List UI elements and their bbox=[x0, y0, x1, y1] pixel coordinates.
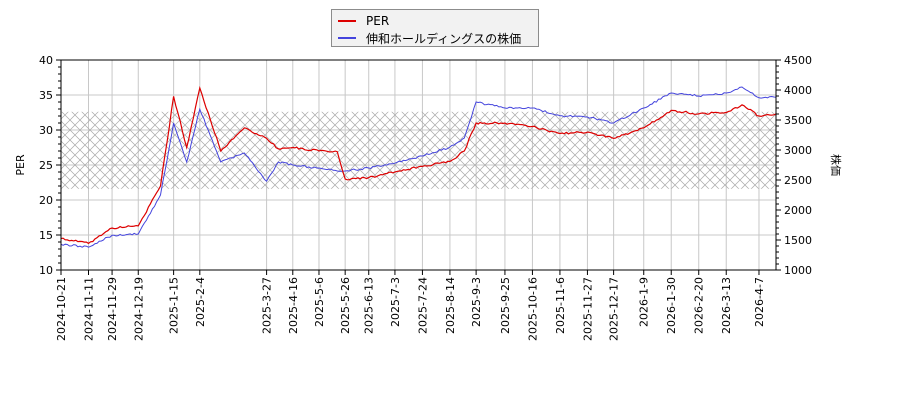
right-y-axis: 1000 1500 2000 2500 3000 3500 4000 4500 bbox=[776, 54, 812, 277]
svg-text:2025-3-27: 2025-3-27 bbox=[261, 277, 274, 334]
legend: PER 伸和ホールディングスの株価 bbox=[331, 9, 539, 47]
svg-text:2025-1-15: 2025-1-15 bbox=[168, 277, 181, 334]
svg-text:4000: 4000 bbox=[784, 84, 812, 97]
svg-text:2025-6-13: 2025-6-13 bbox=[363, 277, 376, 334]
shaded-band bbox=[61, 111, 776, 189]
svg-text:2024-10-21: 2024-10-21 bbox=[55, 277, 68, 341]
svg-text:3000: 3000 bbox=[784, 144, 812, 157]
svg-text:2025-10-16: 2025-10-16 bbox=[526, 277, 539, 341]
svg-text:1500: 1500 bbox=[784, 234, 812, 247]
svg-text:40: 40 bbox=[39, 54, 53, 67]
svg-text:2026-2-20: 2026-2-20 bbox=[693, 277, 706, 334]
svg-text:2026-3-13: 2026-3-13 bbox=[720, 277, 733, 334]
svg-text:2025-11-27: 2025-11-27 bbox=[581, 277, 594, 341]
svg-text:2025-2-4: 2025-2-4 bbox=[194, 277, 207, 327]
svg-text:2025-4-16: 2025-4-16 bbox=[287, 277, 300, 334]
svg-text:2025-5-26: 2025-5-26 bbox=[339, 277, 352, 334]
svg-text:30: 30 bbox=[39, 124, 53, 137]
svg-text:2026-1-9: 2026-1-9 bbox=[638, 277, 651, 327]
legend-swatch-per bbox=[338, 20, 356, 22]
price-line bbox=[61, 86, 776, 248]
per-line bbox=[61, 85, 776, 245]
left-y-axis: 10 15 20 25 30 35 40 bbox=[39, 54, 61, 277]
svg-text:20: 20 bbox=[39, 194, 53, 207]
svg-text:35: 35 bbox=[39, 89, 53, 102]
legend-label-price: 伸和ホールディングスの株価 bbox=[366, 31, 522, 46]
svg-text:2024-12-19: 2024-12-19 bbox=[132, 277, 145, 341]
svg-text:2025-5-6: 2025-5-6 bbox=[313, 277, 326, 327]
svg-text:2025-8-14: 2025-8-14 bbox=[444, 277, 457, 334]
svg-text:2026-1-30: 2026-1-30 bbox=[665, 277, 678, 334]
svg-text:4500: 4500 bbox=[784, 54, 812, 67]
svg-text:2025-7-3: 2025-7-3 bbox=[389, 277, 402, 327]
svg-text:1000: 1000 bbox=[784, 264, 812, 277]
x-axis: 2024-10-21 2024-11-11 2024-11-29 2024-12-19… bbox=[55, 270, 766, 341]
right-axis-title: 株価 bbox=[829, 154, 843, 176]
svg-text:2000: 2000 bbox=[784, 204, 812, 217]
svg-text:10: 10 bbox=[39, 264, 53, 277]
svg-text:15: 15 bbox=[39, 229, 53, 242]
legend-item-per: PER bbox=[338, 13, 389, 29]
legend-item-price: 伸和ホールディングスの株価 bbox=[338, 30, 521, 46]
svg-text:2024-11-11: 2024-11-11 bbox=[83, 277, 96, 341]
legend-label-per: PER bbox=[366, 14, 390, 28]
svg-text:2025-12-17: 2025-12-17 bbox=[608, 277, 621, 341]
svg-text:2026-4-7: 2026-4-7 bbox=[753, 277, 766, 327]
svg-text:2500: 2500 bbox=[784, 174, 812, 187]
svg-text:2025-7-24: 2025-7-24 bbox=[416, 277, 429, 334]
svg-text:3500: 3500 bbox=[784, 114, 812, 127]
svg-text:2025-9-3: 2025-9-3 bbox=[470, 277, 483, 327]
legend-swatch-price bbox=[338, 37, 356, 39]
left-axis-title: PER bbox=[14, 154, 27, 176]
svg-text:2025-9-25: 2025-9-25 bbox=[499, 277, 512, 334]
svg-text:25: 25 bbox=[39, 159, 53, 172]
svg-text:2025-11-6: 2025-11-6 bbox=[554, 277, 567, 334]
svg-text:2024-11-29: 2024-11-29 bbox=[106, 277, 119, 341]
